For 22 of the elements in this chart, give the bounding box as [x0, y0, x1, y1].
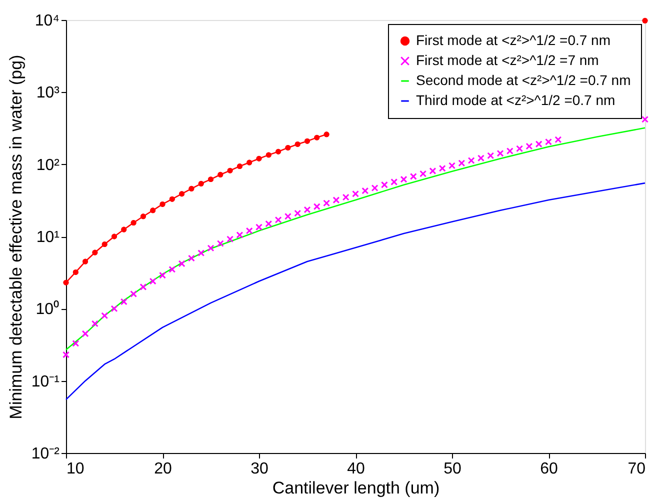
legend-label: First mode at <z²>^1/2 =7 nm	[416, 52, 599, 68]
y-tick-label: 10⁻¹	[31, 373, 60, 390]
y-tick-label: 10²	[36, 156, 60, 174]
y-tick-label: 10³	[36, 84, 60, 102]
legend-label: Third mode at <z²>^1/2 =0.7 nm	[416, 92, 616, 108]
line-series	[65, 182, 646, 400]
x-tick-label: 70	[628, 460, 646, 478]
y-axis-title: Minimum detectable effective mass in water (pg)	[6, 54, 26, 420]
legend-label: First mode at <z²>^1/2 =0.7 nm	[416, 32, 610, 48]
y-tick-label: 10⁴	[34, 12, 60, 30]
x-tick-label: 10	[66, 460, 84, 478]
x-tick-label: 50	[444, 460, 462, 478]
x-axis-title: Cantilever length (um)	[272, 478, 440, 498]
y-tick-label: 10¹	[36, 229, 60, 246]
x-tick-label: 60	[540, 460, 558, 478]
legend-label: Second mode at <z²>^1/2 =0.7 nm	[416, 72, 631, 88]
y-tick-label: 10⁰	[36, 300, 60, 318]
x-tick-label: 40	[347, 460, 365, 478]
y-tick-label: 10⁻²	[31, 446, 60, 462]
x-tick-label: 20	[154, 460, 172, 478]
x-tick-label: 30	[250, 460, 268, 478]
line-series	[65, 127, 646, 350]
